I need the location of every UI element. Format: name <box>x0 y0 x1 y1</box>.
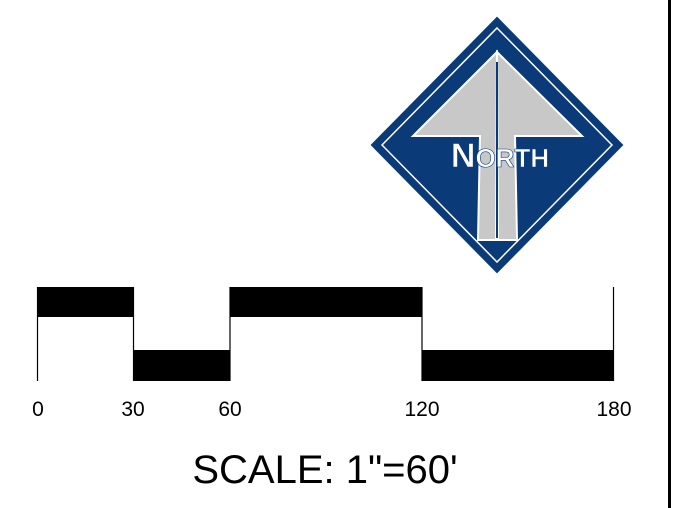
scale-segment-0-30 <box>37 287 133 317</box>
scale-bar <box>36 287 615 381</box>
scale-tick-label-30: 30 <box>121 398 145 421</box>
frame-right-border <box>668 0 671 508</box>
scale-tick-label-180: 180 <box>596 398 632 421</box>
scale-segment-30-60 <box>133 350 230 381</box>
scale-tick-label-0: 0 <box>32 398 44 421</box>
north-label: NORTH <box>451 137 549 175</box>
north-arrow: NORTH <box>370 16 624 274</box>
scale-tick-label-60: 60 <box>218 398 242 421</box>
north-label-rest: ORTH <box>475 143 549 173</box>
north-label-initial: N <box>451 137 476 175</box>
north-arrow-inner-outline <box>380 26 614 264</box>
scale-caption: SCALE: 1"=60' <box>192 448 458 492</box>
scale-segment-120-180 <box>422 350 614 381</box>
scale-segment-60-120 <box>230 287 422 317</box>
scale-tick-label-120: 120 <box>404 398 440 421</box>
